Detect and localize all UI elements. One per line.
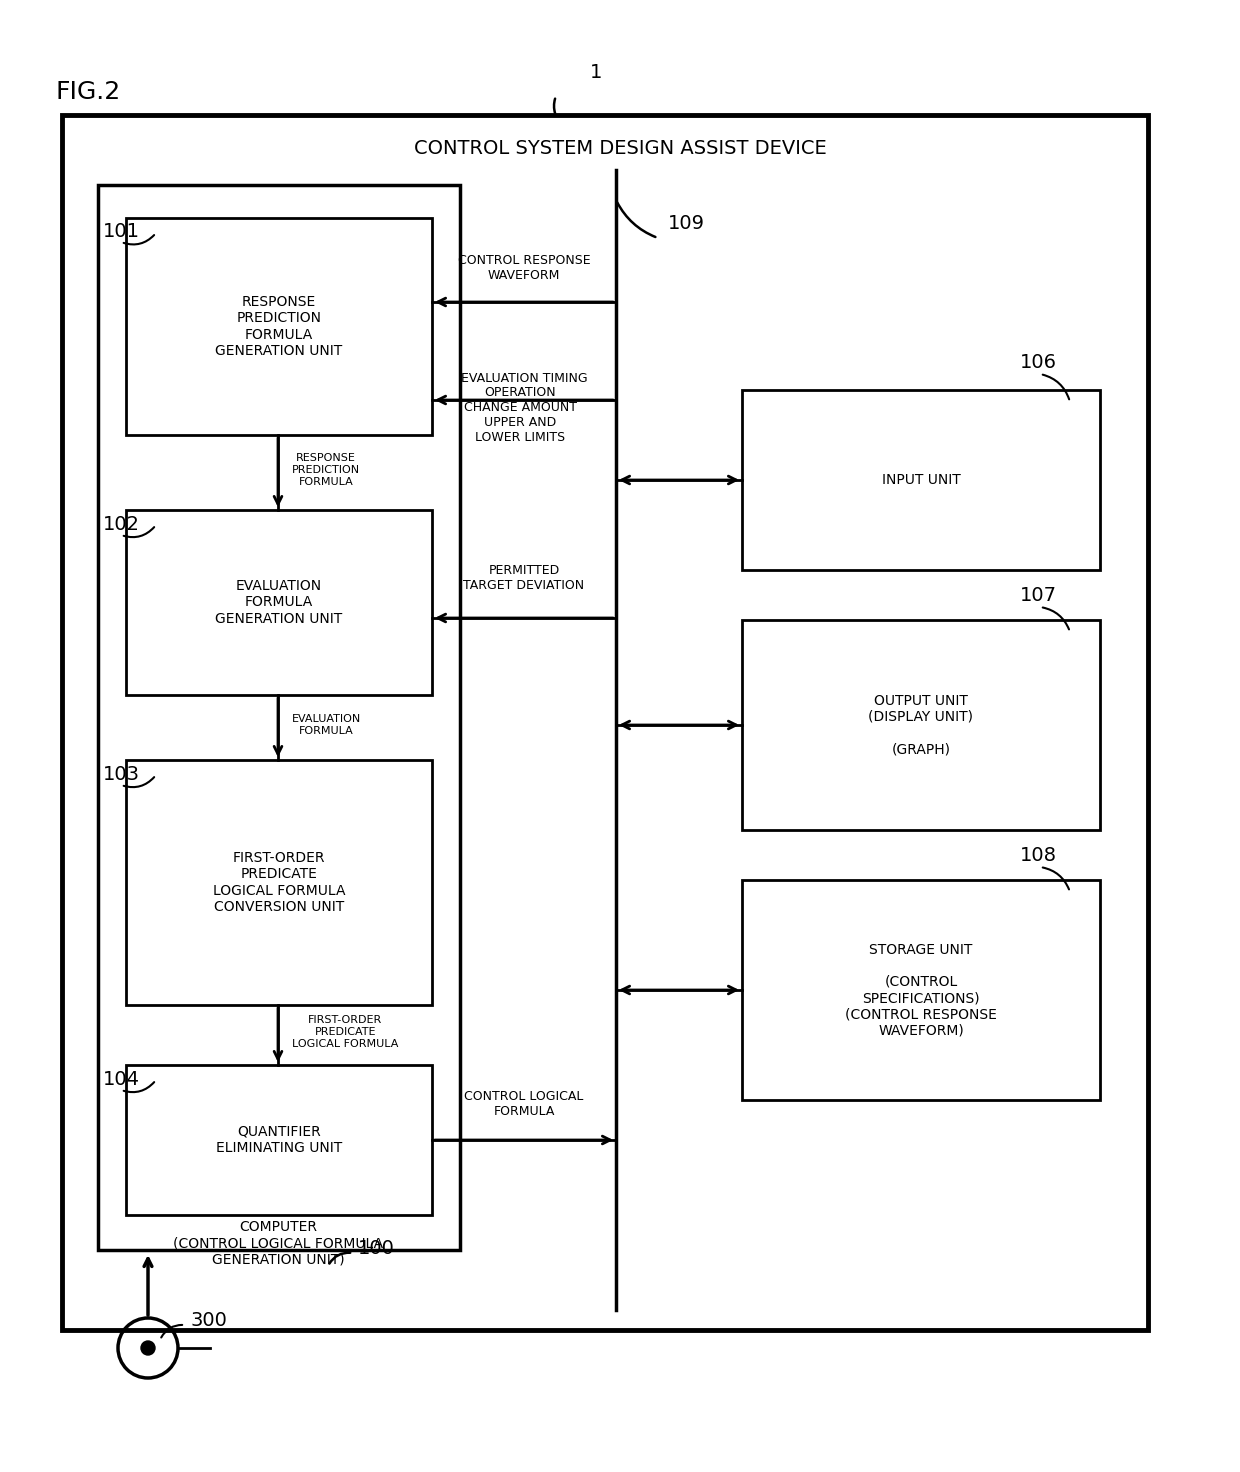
Text: INPUT UNIT: INPUT UNIT: [882, 473, 960, 487]
Text: 103: 103: [103, 765, 140, 785]
Text: 101: 101: [103, 222, 140, 241]
Text: OUTPUT UNIT
(DISPLAY UNIT)

(GRAPH): OUTPUT UNIT (DISPLAY UNIT) (GRAPH): [868, 693, 973, 757]
Text: EVALUATION
FORMULA: EVALUATION FORMULA: [291, 714, 361, 736]
Bar: [98, 185, 460, 1250]
Bar: [742, 390, 1100, 570]
Text: 1: 1: [590, 63, 603, 82]
Text: 102: 102: [103, 515, 140, 534]
Bar: [126, 218, 432, 436]
Text: RESPONSE
PREDICTION
FORMULA: RESPONSE PREDICTION FORMULA: [291, 453, 360, 487]
Text: 100: 100: [358, 1239, 394, 1259]
Text: STORAGE UNIT

(CONTROL
SPECIFICATIONS)
(CONTROL RESPONSE
WAVEFORM): STORAGE UNIT (CONTROL SPECIFICATIONS) (C…: [846, 942, 997, 1038]
Text: COMPUTER
(CONTROL LOGICAL FORMULA
GENERATION UNIT): COMPUTER (CONTROL LOGICAL FORMULA GENERA…: [172, 1220, 383, 1266]
Text: OPERATION
CHANGE AMOUNT
UPPER AND
LOWER LIMITS: OPERATION CHANGE AMOUNT UPPER AND LOWER …: [464, 386, 577, 445]
Bar: [742, 620, 1100, 830]
Text: CONTROL LOGICAL
FORMULA: CONTROL LOGICAL FORMULA: [464, 1089, 584, 1119]
Text: 107: 107: [1021, 586, 1056, 605]
Bar: [126, 509, 432, 695]
Circle shape: [141, 1341, 155, 1356]
Text: 106: 106: [1021, 353, 1056, 372]
Bar: [742, 880, 1100, 1100]
Text: FIRST-ORDER
PREDICATE
LOGICAL FORMULA
CONVERSION UNIT: FIRST-ORDER PREDICATE LOGICAL FORMULA CO…: [213, 851, 345, 914]
Text: EVALUATION TIMING: EVALUATION TIMING: [461, 372, 588, 386]
Text: FIRST-ORDER
PREDICATE
LOGICAL FORMULA: FIRST-ORDER PREDICATE LOGICAL FORMULA: [291, 1016, 398, 1048]
Text: 104: 104: [103, 1070, 140, 1089]
Bar: [62, 115, 1148, 1331]
Text: FIG.2: FIG.2: [55, 79, 120, 105]
Text: EVALUATION
FORMULA
GENERATION UNIT: EVALUATION FORMULA GENERATION UNIT: [216, 580, 342, 626]
Text: QUANTIFIER
ELIMINATING UNIT: QUANTIFIER ELIMINATING UNIT: [216, 1125, 342, 1156]
Text: CONTROL SYSTEM DESIGN ASSIST DEVICE: CONTROL SYSTEM DESIGN ASSIST DEVICE: [414, 138, 826, 158]
Text: 109: 109: [668, 213, 706, 233]
Bar: [126, 1066, 432, 1214]
Text: 108: 108: [1021, 846, 1056, 866]
Text: RESPONSE
PREDICTION
FORMULA
GENERATION UNIT: RESPONSE PREDICTION FORMULA GENERATION U…: [216, 296, 342, 358]
Bar: [126, 760, 432, 1005]
Text: PERMITTED
TARGET DEVIATION: PERMITTED TARGET DEVIATION: [464, 564, 584, 592]
Text: 300: 300: [190, 1312, 227, 1331]
Text: CONTROL RESPONSE
WAVEFORM: CONTROL RESPONSE WAVEFORM: [458, 255, 590, 283]
